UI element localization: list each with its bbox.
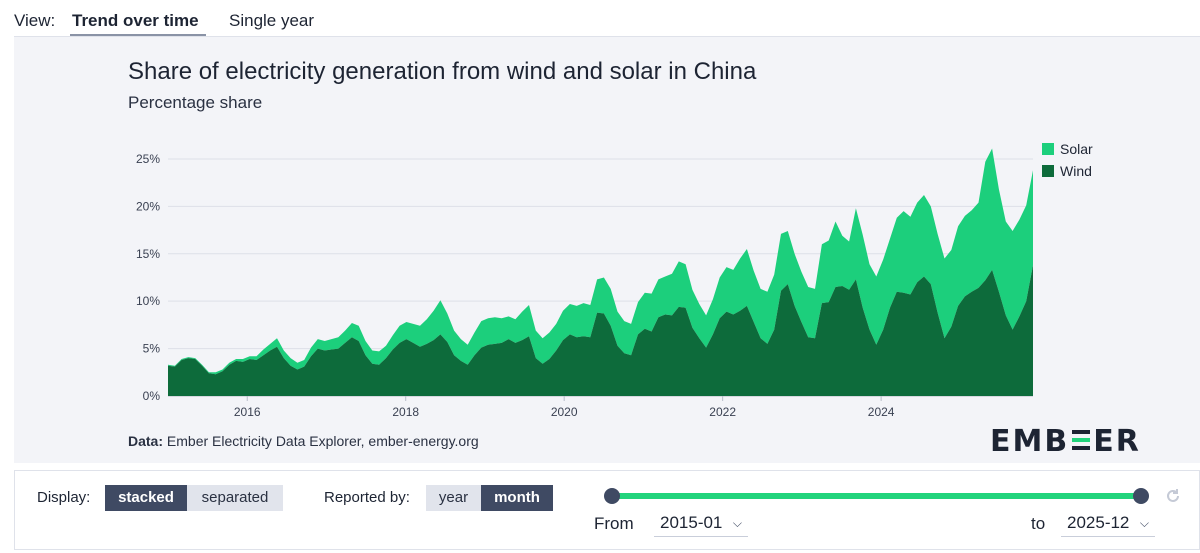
wind-area bbox=[168, 265, 1033, 396]
logo-e-icon bbox=[1070, 428, 1092, 452]
reported-month-button[interactable]: month bbox=[481, 485, 553, 511]
y-tick-label: 25% bbox=[136, 152, 160, 166]
to-value: 2025-12 bbox=[1067, 513, 1130, 532]
display-label: Display: bbox=[37, 489, 91, 506]
display-separated-button[interactable]: separated bbox=[187, 485, 283, 511]
data-source-prefix: Data: bbox=[128, 433, 164, 449]
ember-logo: EMB ER bbox=[990, 424, 1141, 459]
y-tick-label: 15% bbox=[136, 247, 160, 261]
x-tick-label: 2022 bbox=[709, 405, 736, 419]
reset-icon[interactable] bbox=[1164, 487, 1182, 505]
view-label: View: bbox=[14, 11, 56, 30]
chevron-down-icon: ⌵ bbox=[1139, 516, 1149, 530]
logo-right: ER bbox=[1093, 424, 1141, 459]
date-range-slider[interactable] bbox=[612, 493, 1141, 499]
x-tick-label: 2024 bbox=[868, 405, 895, 419]
y-tick-label: 10% bbox=[136, 294, 160, 308]
slider-start-handle[interactable] bbox=[604, 488, 620, 504]
y-tick-label: 20% bbox=[136, 199, 160, 213]
to-label: to bbox=[1031, 514, 1046, 533]
logo-left: EMB bbox=[990, 424, 1070, 459]
reported-year-button[interactable]: year bbox=[426, 485, 481, 511]
to-select[interactable]: 2025-12 ⌵ bbox=[1061, 509, 1155, 537]
solar-area bbox=[168, 148, 1033, 375]
reported-by-label: Reported by: bbox=[324, 489, 410, 506]
legend-label-wind: Wind bbox=[1060, 163, 1092, 179]
chart-title: Share of electricity generation from win… bbox=[128, 58, 757, 85]
x-tick-label: 2018 bbox=[392, 405, 419, 419]
data-source-text: Ember Electricity Data Explorer, ember-e… bbox=[166, 433, 479, 449]
from-select[interactable]: 2015-01 ⌵ bbox=[654, 509, 748, 537]
chart-subtitle: Percentage share bbox=[128, 93, 263, 112]
tab-trend-over-time[interactable]: Trend over time bbox=[72, 11, 199, 30]
x-tick-label: 2016 bbox=[234, 405, 261, 419]
tab-single-year[interactable]: Single year bbox=[229, 11, 315, 30]
y-tick-label: 0% bbox=[143, 389, 161, 403]
slider-end-handle[interactable] bbox=[1133, 488, 1149, 504]
y-tick-label: 5% bbox=[143, 342, 161, 356]
from-value: 2015-01 bbox=[660, 513, 723, 532]
legend-swatch-solar bbox=[1042, 143, 1054, 155]
legend-label-solar: Solar bbox=[1060, 141, 1093, 157]
data-source: Data: Ember Electricity Data Explorer, e… bbox=[128, 433, 479, 449]
x-tick-label: 2020 bbox=[551, 405, 578, 419]
display-stacked-button[interactable]: stacked bbox=[105, 485, 187, 511]
chevron-down-icon: ⌵ bbox=[732, 516, 742, 530]
legend-swatch-wind bbox=[1042, 165, 1054, 177]
from-label: From bbox=[594, 514, 634, 533]
